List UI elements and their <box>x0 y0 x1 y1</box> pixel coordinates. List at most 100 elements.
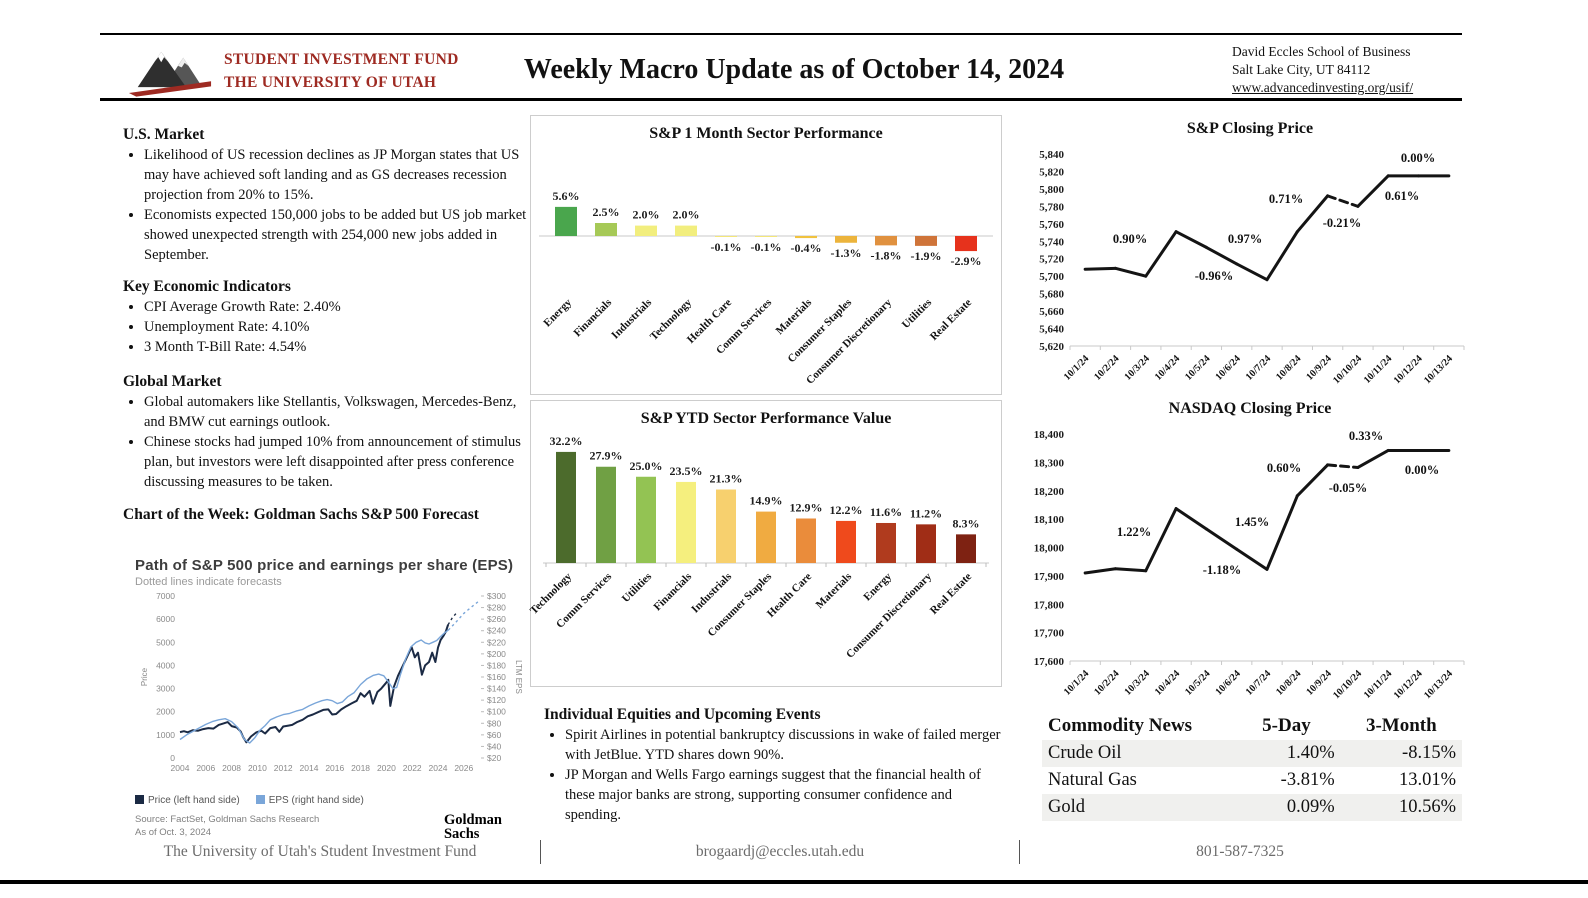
legend-item-eps: EPS (right hand side) <box>255 795 364 806</box>
sp-closing-price-chart: 5,840 5,820 5,800 5,780 5,760 5,740 5,720 5,700… <box>1039 149 1465 386</box>
commodity-header-row: Commodity News 5-Day 3-Month <box>1042 712 1462 740</box>
svg-text:18,400: 18,400 <box>1034 429 1065 441</box>
svg-text:5.6%: 5.6% <box>553 189 580 203</box>
svg-text:$40: $40 <box>487 741 501 751</box>
three-month-header: 3-Month <box>1365 715 1437 736</box>
svg-text:2000: 2000 <box>156 707 175 717</box>
equities-section: Individual Equities and Upcoming Events … <box>544 706 1006 838</box>
us-market-list: Likelihood of US recession declines as J… <box>123 145 537 265</box>
table-row: Natural Gas -3.81% 13.01% <box>1042 767 1462 794</box>
website-link[interactable]: www.advancedinvesting.org/usif/ <box>1232 80 1414 96</box>
svg-text:2026: 2026 <box>454 763 473 773</box>
svg-text:4000: 4000 <box>156 660 175 670</box>
svg-text:-0.21%: -0.21% <box>1323 216 1362 230</box>
svg-text:0.71%: 0.71% <box>1269 192 1303 206</box>
svg-text:0.90%: 0.90% <box>1113 232 1147 246</box>
global-market-list: Global automakers like Stellantis, Volks… <box>123 392 537 492</box>
svg-text:11.6%: 11.6% <box>870 505 902 519</box>
header-rule <box>100 98 1462 101</box>
left-column: U.S. Market Likelihood of US recession d… <box>123 126 537 525</box>
svg-text:0.60%: 0.60% <box>1267 461 1301 475</box>
key-econ-list: CPI Average Growth Rate: 2.40% Unemploym… <box>123 297 537 357</box>
logo-line2: THE UNIVERSITY OF UTAH <box>224 74 437 91</box>
global-market-heading: Global Market <box>123 373 222 390</box>
svg-text:5,800: 5,800 <box>1039 184 1064 196</box>
commodity-header: Commodity News <box>1048 715 1193 736</box>
svg-text:Utilities: Utilities <box>900 296 935 331</box>
svg-text:10/5/24: 10/5/24 <box>1183 353 1212 382</box>
svg-text:10/7/24: 10/7/24 <box>1244 668 1273 697</box>
top-rule <box>100 33 1462 35</box>
svg-text:14.9%: 14.9% <box>750 494 783 508</box>
svg-text:5,620: 5,620 <box>1039 341 1064 353</box>
svg-text:10/10/24: 10/10/24 <box>1331 668 1364 701</box>
svg-text:5,760: 5,760 <box>1039 219 1064 231</box>
svg-text:Real Estate: Real Estate <box>928 297 974 343</box>
svg-text:Utilities: Utilities <box>620 570 655 605</box>
svg-text:17,700: 17,700 <box>1034 628 1065 640</box>
five-day-header: 5-Day <box>1262 715 1311 736</box>
footer-separator <box>540 840 541 864</box>
svg-text:12.9%: 12.9% <box>790 500 823 514</box>
goldman-chart-title: Path of S&P 500 price and earnings per s… <box>135 557 514 574</box>
sector-1m-box: S&P 1 Month Sector Performance 5.6% Energ… <box>530 115 1002 395</box>
svg-text:0.61%: 0.61% <box>1385 189 1419 203</box>
commodity-cell: 10.56% <box>1398 797 1456 817</box>
svg-text:0.00%: 0.00% <box>1405 463 1439 477</box>
svg-text:10/3/24: 10/3/24 <box>1123 668 1152 697</box>
svg-text:17,800: 17,800 <box>1034 599 1065 611</box>
svg-text:5,720: 5,720 <box>1039 254 1064 266</box>
eps-swatch-icon <box>255 795 265 804</box>
svg-text:$200: $200 <box>487 649 506 659</box>
svg-text:10/2/24: 10/2/24 <box>1092 353 1121 382</box>
svg-text:-0.05%: -0.05% <box>1329 481 1368 495</box>
svg-text:Real Estate: Real Estate <box>928 571 974 617</box>
goldman-source: Source: FactSet, Goldman Sachs Research … <box>135 814 320 838</box>
commodity-cell: 0.09% <box>1286 797 1335 817</box>
svg-text:10/13/24: 10/13/24 <box>1422 668 1455 701</box>
svg-text:$140: $140 <box>487 684 506 694</box>
svg-text:-1.8%: -1.8% <box>871 248 902 262</box>
svg-text:21.3%: 21.3% <box>710 472 743 486</box>
svg-text:$20: $20 <box>487 753 501 763</box>
bullet-item: Unemployment Rate: 4.10% <box>144 317 537 337</box>
svg-text:1.22%: 1.22% <box>1117 525 1151 539</box>
svg-text:2020: 2020 <box>377 763 396 773</box>
svg-text:5000: 5000 <box>156 637 175 647</box>
svg-text:0.33%: 0.33% <box>1349 429 1383 443</box>
equities-list: Spirit Airlines in potential bankruptcy … <box>544 725 1006 825</box>
svg-text:10/12/24: 10/12/24 <box>1392 353 1425 386</box>
svg-text:2008: 2008 <box>222 763 241 773</box>
svg-text:0: 0 <box>170 753 175 763</box>
svg-text:$120: $120 <box>487 695 506 705</box>
bullet-item: Global automakers like Stellantis, Volks… <box>144 392 537 432</box>
footer-phone: 801-587-7325 <box>1196 843 1284 860</box>
svg-text:$100: $100 <box>487 707 506 717</box>
commodity-table: Commodity News 5-Day 3-Month Crude Oil 1… <box>1042 712 1462 821</box>
key-econ-heading: Key Economic Indicators <box>123 278 291 295</box>
svg-text:0.00%: 0.00% <box>1401 151 1435 165</box>
sector-ytd-title: S&P YTD Sector Performance Value <box>640 410 892 427</box>
svg-text:5,680: 5,680 <box>1039 289 1064 301</box>
svg-text:5,640: 5,640 <box>1039 324 1064 336</box>
svg-text:3000: 3000 <box>156 684 175 694</box>
svg-text:10/8/24: 10/8/24 <box>1274 668 1303 697</box>
bullet-item: Economists expected 150,000 jobs to be a… <box>144 205 537 265</box>
svg-text:17,900: 17,900 <box>1034 571 1065 583</box>
svg-text:$180: $180 <box>487 660 506 670</box>
svg-text:-1.18%: -1.18% <box>1203 563 1242 577</box>
bullet-item: 3 Month T-Bill Rate: 4.54% <box>144 337 537 357</box>
commodity-cell: -3.81% <box>1280 770 1335 790</box>
footer-email: brogaardj@eccles.utah.edu <box>695 843 865 860</box>
svg-text:10/4/24: 10/4/24 <box>1153 668 1182 697</box>
svg-text:10/11/24: 10/11/24 <box>1362 353 1395 386</box>
svg-text:-0.96%: -0.96% <box>1195 269 1234 283</box>
bullet-item: Spirit Airlines in potential bankruptcy … <box>565 725 1006 765</box>
svg-text:2.0%: 2.0% <box>673 208 700 222</box>
commodity-cell: Crude Oil <box>1048 743 1122 763</box>
table-row: Crude Oil 1.40% -8.15% <box>1042 740 1462 767</box>
bottom-bar <box>0 880 1588 884</box>
svg-text:5,780: 5,780 <box>1039 201 1064 213</box>
sector-ytd-box: S&P YTD Sector Performance Value 32.2% Te… <box>528 400 1002 687</box>
svg-text:-0.1%: -0.1% <box>711 240 742 254</box>
